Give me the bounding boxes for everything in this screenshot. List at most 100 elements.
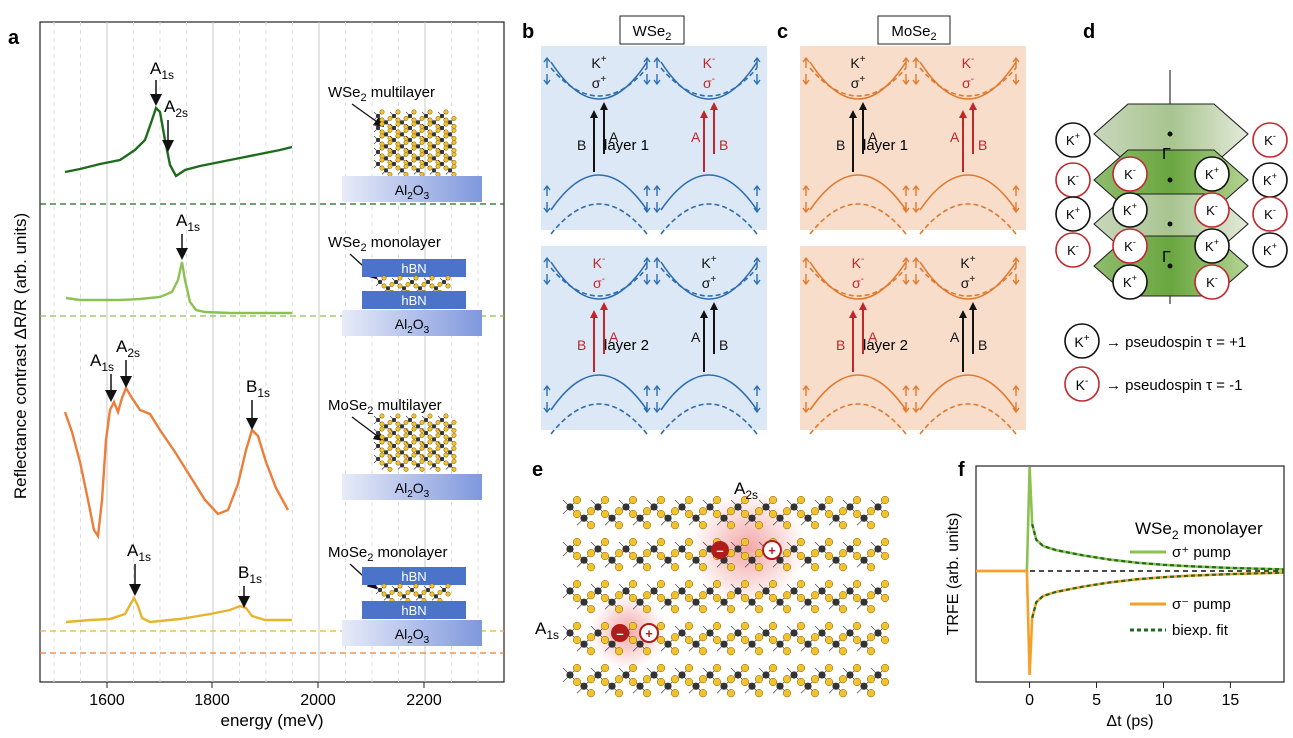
chalcogen-atom bbox=[387, 445, 393, 451]
chalcogen-atom bbox=[572, 495, 582, 505]
chalcogen-atom bbox=[712, 593, 722, 603]
chalcogen-atom bbox=[824, 635, 834, 645]
sample-arrow bbox=[351, 103, 385, 128]
chalcogen-atom bbox=[451, 123, 457, 129]
metal-atom bbox=[431, 168, 437, 173]
metal-atom bbox=[832, 598, 840, 606]
chalcogen-atom bbox=[782, 521, 792, 530]
chalcogen-atom bbox=[824, 621, 834, 631]
conduction-band bbox=[550, 261, 648, 300]
chalcogen-atom bbox=[670, 521, 680, 530]
chalcogen-atom bbox=[387, 427, 393, 433]
electron-a2s bbox=[711, 541, 729, 559]
chalcogen-atom bbox=[642, 549, 652, 558]
chalcogen-atom bbox=[419, 440, 425, 446]
chalcogen-atom bbox=[600, 663, 610, 673]
curve-wse2-monolayer bbox=[65, 261, 292, 315]
arrowhead bbox=[849, 310, 857, 318]
chalcogen-atom bbox=[419, 458, 425, 464]
metal-atom bbox=[678, 629, 686, 637]
valence-band bbox=[809, 174, 907, 211]
chalcogen-atom bbox=[782, 507, 792, 516]
metal-atom bbox=[706, 671, 714, 679]
panel-label-a: a bbox=[8, 27, 20, 49]
chalcogen-atom bbox=[628, 537, 638, 547]
chalcogen-atom bbox=[445, 283, 451, 289]
spin-arrow bbox=[543, 56, 551, 86]
metal-atom bbox=[860, 514, 868, 522]
chalcogen-atom bbox=[698, 549, 708, 558]
chalcogen-atom bbox=[379, 421, 385, 427]
legend-sigma-minus: σ⁻ pump bbox=[1172, 596, 1231, 613]
chalcogen-atom bbox=[443, 439, 449, 445]
chalcogen-atom bbox=[838, 647, 848, 656]
metal-atom bbox=[407, 443, 413, 449]
chalcogen-atom bbox=[796, 593, 806, 603]
metal-atom bbox=[706, 629, 714, 637]
chalcogen-atom bbox=[614, 689, 624, 698]
chalcogen-atom bbox=[656, 593, 666, 603]
chalcogen-atom bbox=[411, 452, 417, 458]
metal-atom bbox=[622, 503, 630, 511]
chalcogen-atom bbox=[443, 157, 449, 163]
chalcogen-atom bbox=[395, 153, 401, 159]
metal-atom bbox=[377, 587, 383, 593]
chalcogen-atom bbox=[656, 621, 666, 631]
chalcogen-atom bbox=[379, 447, 385, 453]
chalcogen-atom bbox=[427, 129, 433, 135]
panel-f-ylabel: TRFE (arb. units) bbox=[945, 513, 962, 636]
chalcogen-atom bbox=[403, 139, 409, 145]
metal-atom bbox=[650, 671, 658, 679]
metal-atom bbox=[399, 168, 405, 173]
chalcogen-atom bbox=[403, 445, 409, 451]
substrate bbox=[342, 176, 482, 202]
metal-atom bbox=[692, 556, 700, 564]
legend-kplus-circle bbox=[1064, 323, 1100, 359]
chalcogen-atom bbox=[726, 563, 736, 572]
chalcogen-atom bbox=[443, 460, 449, 466]
metal-atom bbox=[399, 132, 405, 137]
arrowhead bbox=[959, 110, 967, 118]
metal-atom bbox=[431, 120, 437, 125]
substrate-label: Al2O3 bbox=[395, 182, 430, 202]
chalcogen-atom bbox=[866, 675, 876, 684]
chalcogen-atom bbox=[656, 509, 666, 519]
panel-label-b: b bbox=[522, 21, 534, 43]
chalcogen-atom bbox=[614, 563, 624, 572]
chalcogen-atom bbox=[628, 677, 638, 687]
panel-c-title-box bbox=[877, 15, 951, 45]
chalcogen-atom bbox=[387, 123, 393, 129]
metal-atom bbox=[790, 629, 798, 637]
valence-band bbox=[919, 374, 1017, 411]
k-valley-markers: K+ K-K- K- K+K+K+ K+ K-K-K- K- K+K+K+ K- bbox=[1055, 122, 1288, 300]
panel-a-frame bbox=[39, 21, 505, 683]
chalcogen-atom bbox=[445, 591, 451, 597]
chalcogen-atom bbox=[880, 495, 890, 505]
metal-atom bbox=[415, 450, 421, 455]
peak-annotations: A1s A2s A1s A1s A2s B1s A1s B1s bbox=[90, 59, 270, 608]
chalcogen-atom bbox=[389, 281, 395, 287]
chalcogen-atom bbox=[443, 165, 449, 171]
chalcogen-atom bbox=[435, 139, 441, 145]
chalcogen-atom bbox=[586, 591, 596, 600]
transition-label-b: B bbox=[577, 137, 586, 153]
metal-atom bbox=[383, 132, 389, 137]
chalcogen-atom bbox=[395, 434, 401, 440]
metal-atom bbox=[664, 598, 672, 606]
chalcogen-atom bbox=[379, 129, 385, 135]
sample-wse2-multilayer: WSe2 multilayer Al2O3 bbox=[328, 84, 482, 202]
metal-atom bbox=[393, 279, 399, 285]
chalcogen-atom bbox=[403, 147, 409, 153]
chalcogen-atom bbox=[379, 426, 385, 432]
sample-label-wse2-1l: WSe2 monolayer bbox=[328, 234, 441, 254]
chalcogen-atom bbox=[740, 635, 750, 645]
chalcogen-atom bbox=[387, 163, 393, 169]
chalcogen-atom bbox=[824, 551, 834, 561]
chalcogen-atom bbox=[451, 440, 457, 446]
chalcogen-atom bbox=[379, 121, 385, 127]
chalcogen-atom bbox=[712, 621, 722, 631]
chalcogen-atom bbox=[572, 593, 582, 603]
metal-atom bbox=[431, 424, 437, 429]
valence-band-split bbox=[919, 203, 1017, 235]
metal-atom bbox=[580, 682, 588, 690]
